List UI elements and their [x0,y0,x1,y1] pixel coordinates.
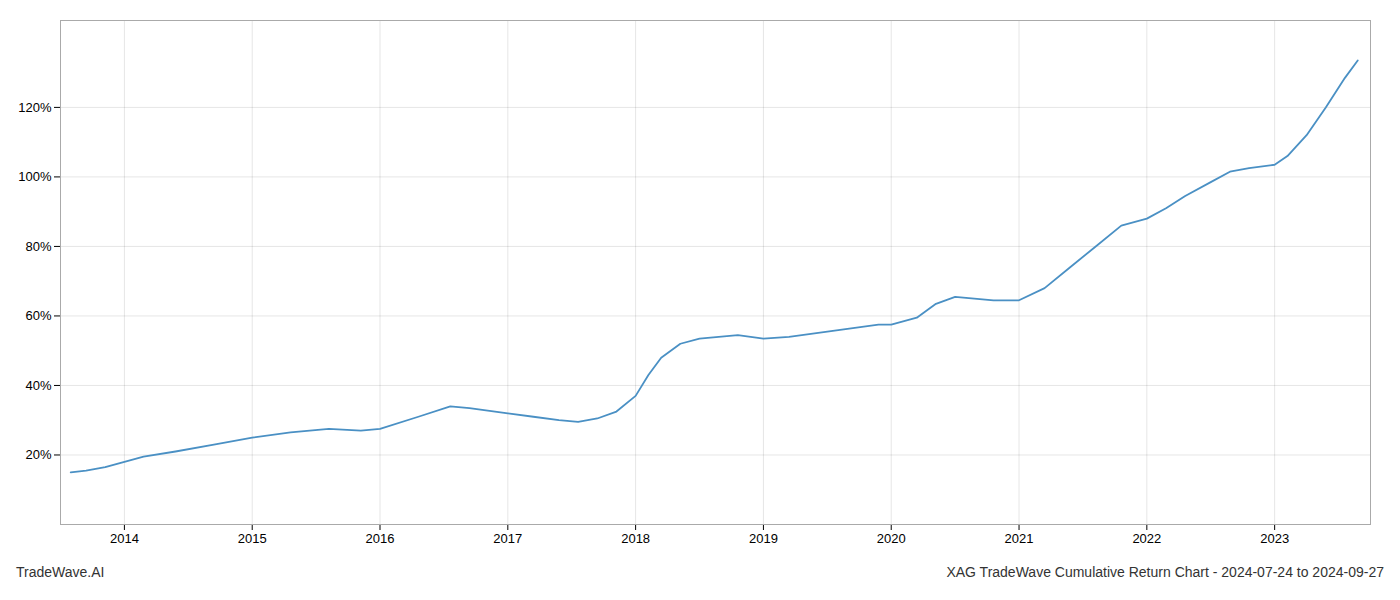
svg-text:2017: 2017 [493,531,522,546]
svg-text:80%: 80% [25,239,51,254]
svg-text:2023: 2023 [1260,531,1289,546]
svg-text:2022: 2022 [1132,531,1161,546]
svg-text:120%: 120% [18,100,52,115]
svg-text:100%: 100% [18,169,52,184]
svg-text:2019: 2019 [749,531,778,546]
svg-text:2015: 2015 [238,531,267,546]
svg-text:2018: 2018 [621,531,650,546]
svg-text:20%: 20% [25,447,51,462]
svg-text:60%: 60% [25,308,51,323]
svg-text:2020: 2020 [877,531,906,546]
svg-text:2014: 2014 [110,531,139,546]
svg-text:2016: 2016 [366,531,395,546]
svg-text:2021: 2021 [1005,531,1034,546]
html-text:TradeWave.AI: TradeWave.AI [16,564,105,580]
html-text:XAG TradeWave Cumulative Retur: XAG TradeWave Cumulative Return Chart - … [946,564,1384,580]
svg-text:40%: 40% [25,378,51,393]
